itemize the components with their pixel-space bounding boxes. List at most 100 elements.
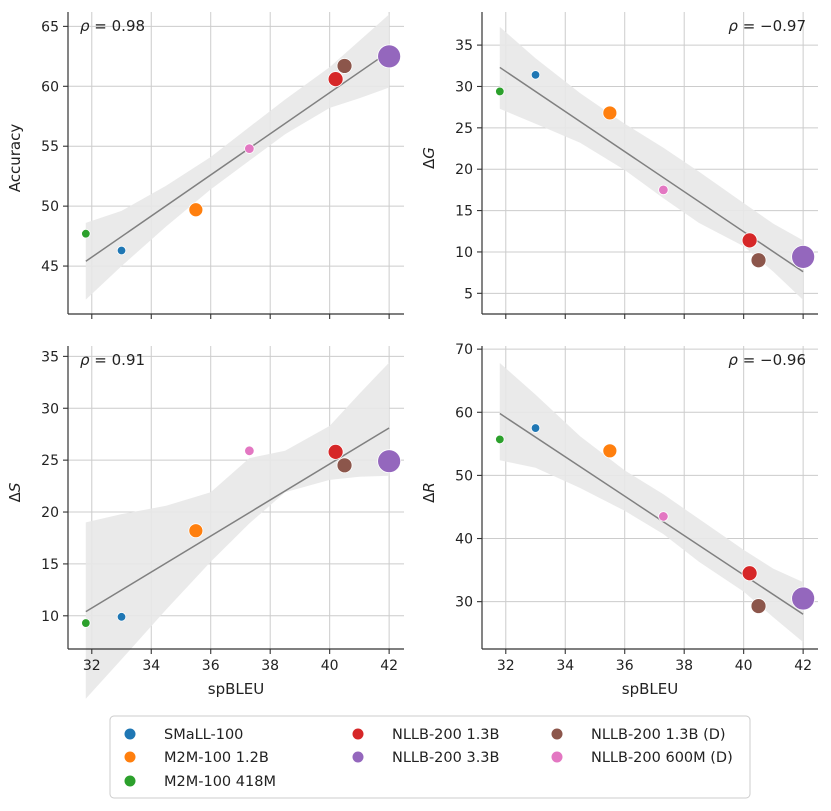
y-tick-label: 5 <box>464 286 473 302</box>
point-small-100 <box>116 245 127 256</box>
x-tick-label: 40 <box>321 658 339 674</box>
y-tick-label: 35 <box>455 38 473 54</box>
y-tick-label: 10 <box>41 609 59 625</box>
legend-marker <box>551 728 563 740</box>
point-m2m-100-418m <box>81 618 91 628</box>
point-small-100 <box>116 612 127 622</box>
legend-item-m2m-100-1-2b: M2M-100 1.2B <box>124 750 269 766</box>
y-tick-label: 55 <box>41 139 59 155</box>
y-tick-label: 30 <box>455 79 473 95</box>
x-axis-label: spBLEU <box>622 680 678 698</box>
legend-frame <box>109 715 751 799</box>
panels: 45 50 55 60 65 Accuracy ρ = 0.98 5 10 15 20 25 30 35 Δ… <box>6 12 818 699</box>
y-tick-label: 20 <box>41 505 59 521</box>
point-small-100 <box>530 423 541 433</box>
x-tick-label: 32 <box>497 658 515 674</box>
point-nllb-200-600m-d <box>658 184 669 196</box>
point-nllb-200-600m-d <box>244 143 255 154</box>
x-tick-label: 34 <box>556 658 574 674</box>
point-m2m-100-1-2b <box>188 523 204 539</box>
y-tick-label: 25 <box>455 121 473 137</box>
y-tick-label: 60 <box>41 79 59 95</box>
point-nllb-200-600m-d <box>658 511 669 522</box>
point-m2m-100-1-2b <box>602 443 618 459</box>
panel-top-left: 45 50 55 60 65 Accuracy ρ = 0.98 <box>6 12 404 319</box>
x-tick-label: 40 <box>735 658 753 674</box>
legend-marker <box>124 775 136 787</box>
point-nllb-200-3-3b <box>791 245 816 269</box>
regression-line <box>85 50 390 262</box>
legend-item-nllb-200-600m-d: NLLB-200 600M (D) <box>551 750 733 766</box>
point-nllb-200-1-3b <box>327 443 344 460</box>
legend: SMaLL-100 M2M-100 1.2B M2M-100 418M NLLB-20… <box>109 715 751 799</box>
legend-marker <box>352 728 364 740</box>
x-axis-label: spBLEU <box>208 680 264 698</box>
x-tick-label: 38 <box>261 658 279 674</box>
point-m2m-100-418m <box>495 86 505 97</box>
panel-bottom-right: 30 40 50 60 70 32 34 36 38 40 42 spBLEU ΔR ρ = −0.96 <box>420 342 818 698</box>
y-tick-label: 15 <box>455 204 473 220</box>
point-nllb-200-600m-d <box>244 445 255 457</box>
point-m2m-100-1-2b <box>188 202 204 218</box>
point-m2m-100-418m <box>81 229 91 239</box>
y-tick-label: 25 <box>41 453 59 469</box>
y-tick-label: 60 <box>455 405 473 421</box>
legend-item-nllb-200-3-3b: NLLB-200 3.3B <box>352 750 499 766</box>
point-small-100 <box>530 70 541 80</box>
legend-item-nllb-200-1-3b: NLLB-200 1.3B <box>352 727 499 743</box>
point-nllb-200-1-3b-d <box>750 252 767 269</box>
correlation-annotation: ρ = 0.98 <box>80 17 145 35</box>
y-axis-label: ΔS <box>6 482 24 502</box>
legend-item-nllb-200-1-3b-d: NLLB-200 1.3B (D) <box>551 727 726 743</box>
legend-label: NLLB-200 1.3B (D) <box>591 727 726 743</box>
legend-item-m2m-100-418m: M2M-100 418M <box>124 774 276 790</box>
y-tick-label: 65 <box>41 19 59 35</box>
y-tick-label: 50 <box>455 468 473 484</box>
confidence-band <box>499 363 804 643</box>
y-tick-label: 40 <box>455 532 473 548</box>
point-nllb-200-3-3b <box>377 44 402 69</box>
point-nllb-200-1-3b-d <box>750 598 767 614</box>
x-tick-label: 38 <box>675 658 693 674</box>
panel-top-right: 5 10 15 20 25 30 35 ΔG ρ = −0.97 <box>420 12 818 319</box>
legend-label: M2M-100 418M <box>164 774 276 790</box>
correlation-annotation: ρ = 0.91 <box>80 351 145 369</box>
confidence-band <box>499 26 804 300</box>
y-axis-label: Accuracy <box>6 124 24 193</box>
y-tick-label: 15 <box>41 557 59 573</box>
point-nllb-200-1-3b-d <box>336 58 353 74</box>
x-tick-label: 36 <box>616 658 634 674</box>
point-nllb-200-3-3b <box>791 586 816 611</box>
legend-label: M2M-100 1.2B <box>164 750 269 766</box>
point-m2m-100-418m <box>495 434 505 445</box>
x-tick-label: 42 <box>794 658 812 674</box>
y-tick-label: 30 <box>41 401 59 417</box>
legend-item-small-100: SMaLL-100 <box>124 727 243 743</box>
legend-label: SMaLL-100 <box>164 727 243 743</box>
x-tick-label: 34 <box>142 658 160 674</box>
point-nllb-200-1-3b <box>741 232 758 249</box>
legend-marker <box>551 751 563 763</box>
y-tick-label: 70 <box>455 342 473 358</box>
correlation-annotation: ρ = −0.97 <box>728 17 806 35</box>
legend-marker <box>352 751 364 763</box>
y-axis-label: ΔR <box>420 482 438 503</box>
x-tick-label: 36 <box>202 658 220 674</box>
legend-label: NLLB-200 3.3B <box>392 750 499 766</box>
correlation-annotation: ρ = −0.96 <box>728 351 806 369</box>
regression-line <box>499 412 804 615</box>
y-tick-label: 30 <box>455 595 473 611</box>
confidence-band <box>85 362 390 699</box>
point-nllb-200-1-3b <box>741 565 758 582</box>
y-tick-label: 10 <box>455 245 473 261</box>
x-tick-label: 32 <box>83 658 101 674</box>
y-tick-label: 20 <box>455 162 473 178</box>
legend-label: NLLB-200 600M (D) <box>591 750 733 766</box>
point-nllb-200-1-3b <box>327 71 344 88</box>
y-axis-label: ΔG <box>420 147 438 169</box>
panel-bottom-left: 10 15 20 25 30 35 32 34 36 38 40 42 spBLEU ΔS ρ = 0.91 <box>6 346 404 699</box>
point-nllb-200-1-3b-d <box>336 457 353 474</box>
x-tick-label: 42 <box>380 658 398 674</box>
legend-marker <box>124 728 136 740</box>
y-tick-label: 35 <box>41 349 59 365</box>
